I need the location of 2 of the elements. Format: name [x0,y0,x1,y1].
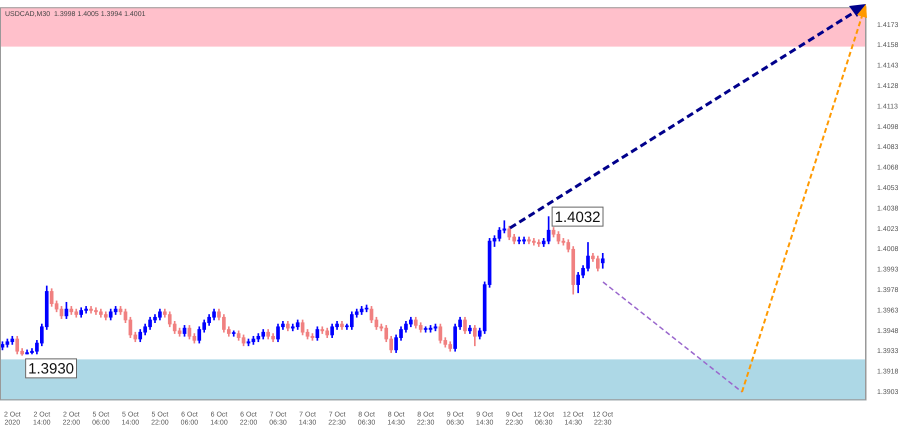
annotation: 1.4032 [554,208,601,226]
annotation: 1.3930 [28,360,74,378]
